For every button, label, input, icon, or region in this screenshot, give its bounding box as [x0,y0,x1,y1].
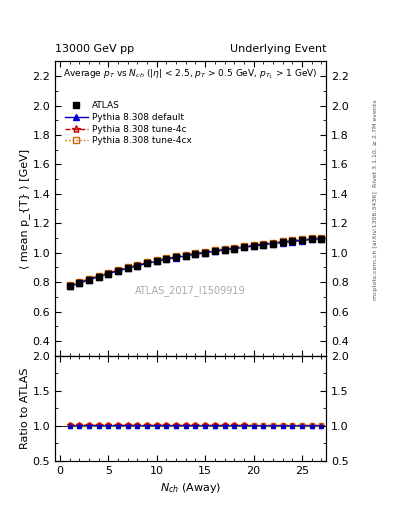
Text: mcplots.cern.ch [arXiv:1306.3436]: mcplots.cern.ch [arXiv:1306.3436] [373,191,378,300]
Text: ATLAS_2017_I1509919: ATLAS_2017_I1509919 [135,286,246,296]
Text: Rivet 3.1.10, ≥ 2.7M events: Rivet 3.1.10, ≥ 2.7M events [373,99,378,187]
Text: Underlying Event: Underlying Event [230,44,326,54]
Y-axis label: ⟨ mean p_{T} ⟩ [GeV]: ⟨ mean p_{T} ⟩ [GeV] [18,148,29,269]
Legend: ATLAS, Pythia 8.308 default, Pythia 8.308 tune-4c, Pythia 8.308 tune-4cx: ATLAS, Pythia 8.308 default, Pythia 8.30… [65,101,192,145]
Text: 13000 GeV pp: 13000 GeV pp [55,44,134,54]
Text: Average $\mathit{p}_T$ vs $\mathit{N}_{ch}$ ($|\eta|$ < 2.5, $p_T$ > 0.5 GeV, $p: Average $\mathit{p}_T$ vs $\mathit{N}_{c… [63,67,318,81]
Y-axis label: Ratio to ATLAS: Ratio to ATLAS [20,368,29,449]
X-axis label: $N_{ch}$ (Away): $N_{ch}$ (Away) [160,481,221,495]
